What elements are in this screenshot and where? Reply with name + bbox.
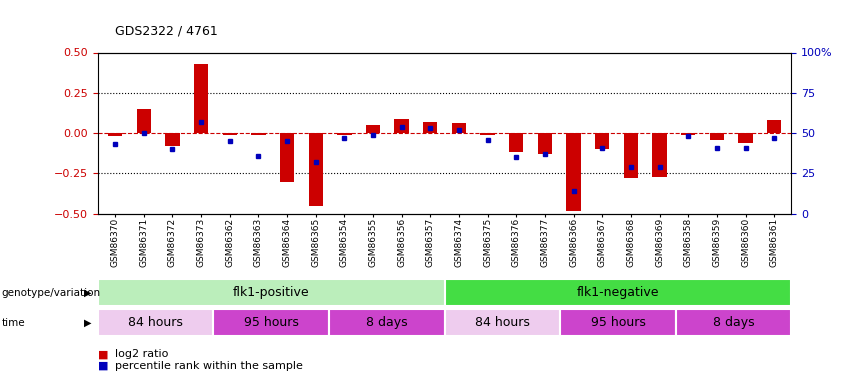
- Bar: [423, 122, 437, 133]
- Bar: [560, 309, 676, 336]
- Text: ■: ■: [98, 349, 108, 359]
- Text: 8 days: 8 days: [366, 316, 408, 329]
- Text: time: time: [2, 318, 26, 327]
- Bar: [337, 133, 351, 135]
- Bar: [481, 133, 494, 135]
- Text: 84 hours: 84 hours: [475, 316, 530, 329]
- Bar: [445, 279, 791, 306]
- Bar: [445, 309, 560, 336]
- Bar: [280, 133, 294, 182]
- Bar: [108, 133, 123, 136]
- Text: ▶: ▶: [84, 318, 92, 327]
- Bar: [309, 133, 323, 206]
- Text: flk1-negative: flk1-negative: [577, 286, 660, 299]
- Bar: [509, 133, 523, 153]
- Bar: [329, 309, 445, 336]
- Bar: [165, 133, 180, 146]
- Bar: [624, 133, 638, 178]
- Bar: [251, 133, 266, 135]
- Bar: [676, 309, 791, 336]
- Bar: [452, 123, 466, 133]
- Bar: [194, 64, 208, 133]
- Text: 95 hours: 95 hours: [244, 316, 299, 329]
- Text: 8 days: 8 days: [713, 316, 755, 329]
- Bar: [98, 309, 214, 336]
- Bar: [214, 309, 329, 336]
- Bar: [538, 133, 552, 154]
- Text: GDS2322 / 4761: GDS2322 / 4761: [115, 24, 218, 38]
- Text: genotype/variation: genotype/variation: [2, 288, 100, 297]
- Text: 84 hours: 84 hours: [129, 316, 183, 329]
- Text: log2 ratio: log2 ratio: [115, 349, 168, 359]
- Bar: [136, 109, 151, 133]
- Bar: [366, 125, 380, 133]
- Bar: [739, 133, 753, 143]
- Bar: [710, 133, 724, 140]
- Bar: [222, 133, 237, 135]
- Text: percentile rank within the sample: percentile rank within the sample: [115, 361, 303, 371]
- Bar: [395, 118, 408, 133]
- Text: flk1-positive: flk1-positive: [233, 286, 310, 299]
- Text: ■: ■: [98, 361, 108, 371]
- Bar: [567, 133, 580, 210]
- Bar: [98, 279, 445, 306]
- Text: 95 hours: 95 hours: [591, 316, 645, 329]
- Bar: [767, 120, 781, 133]
- Bar: [681, 133, 695, 135]
- Bar: [595, 133, 609, 149]
- Text: ▶: ▶: [84, 288, 92, 297]
- Bar: [653, 133, 667, 177]
